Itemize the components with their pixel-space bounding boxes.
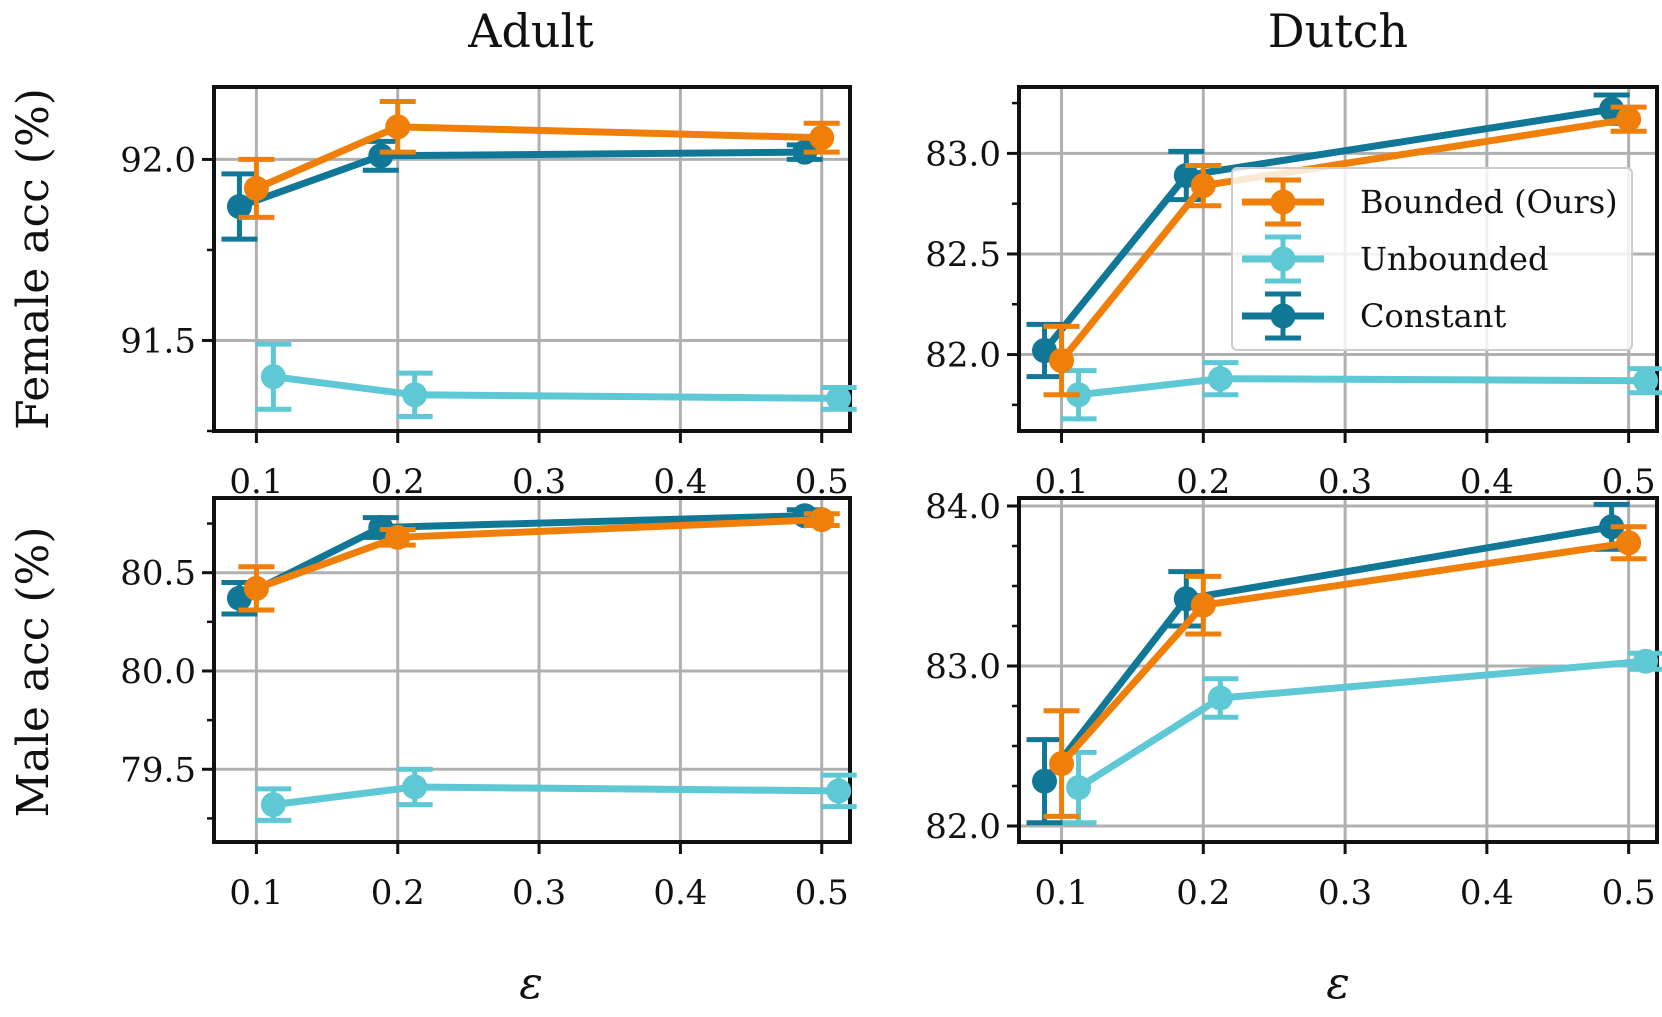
data-point-unbounded [1207, 366, 1233, 392]
series-line-unbounded [1078, 375, 1646, 399]
series-bounded [238, 507, 840, 613]
y-tick-label: 91.5 [120, 321, 196, 361]
series-unbounded [1060, 648, 1662, 826]
series-unbounded [1060, 360, 1662, 422]
x-axis-label-adult: ε [519, 958, 543, 1009]
legend-label-constant: Constant [1360, 297, 1506, 335]
series-line-unbounded [272, 783, 839, 809]
series-constant [1026, 501, 1630, 826]
data-point-bounded [1049, 348, 1075, 374]
data-point-unbounded [1207, 685, 1233, 711]
x-tick-label: 0.2 [371, 462, 425, 502]
legend: Bounded (Ours) Unbounded Constant [1231, 167, 1633, 351]
series-unbounded [255, 766, 857, 823]
axes-frame [1017, 85, 1659, 433]
x-tick-label: 0.3 [512, 873, 566, 913]
series-bounded [238, 98, 840, 220]
y-tick-label: 82.5 [925, 235, 1001, 275]
data-point-unbounded [1066, 775, 1092, 801]
data-point-bounded [809, 125, 835, 151]
x-tick-label: 0.4 [653, 873, 707, 913]
x-tick-label: 0.1 [1034, 462, 1088, 502]
x-tick-label: 0.4 [653, 462, 707, 502]
data-point-bounded [385, 114, 411, 140]
row-label-male: Male acc (%) [8, 526, 59, 817]
series-line-unbounded [1076, 657, 1646, 791]
legend-label-unbounded: Unbounded [1360, 240, 1548, 278]
series-constant [221, 138, 823, 242]
series-line-constant [1041, 523, 1613, 784]
y-tick-label: 79.5 [120, 750, 196, 790]
x-tick-label: 0.5 [1602, 462, 1656, 502]
x-tick-label: 0.3 [1318, 873, 1372, 913]
x-axis-label-dutch: ε [1326, 958, 1350, 1009]
legend-label-bounded: Bounded (Ours) [1360, 183, 1618, 221]
series-bounded [1043, 524, 1647, 819]
x-tick-label: 0.1 [229, 462, 283, 502]
data-point-constant [226, 193, 252, 219]
data-point-bounded [1616, 530, 1642, 556]
data-point-bounded [385, 524, 411, 550]
y-tick-label: 83.0 [925, 134, 1001, 174]
panel-adult-female: 0.1 0.2 0.3 0.4 0.5 91.5 92.0 [120, 85, 857, 502]
legend-entry-unbounded: Unbounded [1242, 234, 1548, 284]
x-tick-label: 0.3 [1318, 462, 1372, 502]
y-tick-label: 82.0 [925, 336, 1001, 376]
y-tick-label: 83.0 [925, 647, 1001, 687]
data-point-bounded [1190, 592, 1216, 618]
panel-adult-male: 0.1 0.2 0.3 0.4 0.5 79.5 80.0 80.5 [120, 496, 857, 913]
column-title-adult: Adult [467, 4, 594, 58]
x-tick-label: 0.4 [1460, 873, 1514, 913]
x-tick-label: 0.1 [1034, 873, 1088, 913]
legend-marker-bounded [1270, 189, 1296, 215]
data-point-unbounded [402, 382, 428, 408]
data-point-constant [368, 143, 394, 169]
x-tick-label: 0.4 [1460, 462, 1514, 502]
data-point-bounded [1049, 751, 1075, 777]
data-point-unbounded [1633, 648, 1659, 674]
y-tick-label: 80.5 [120, 554, 196, 594]
legend-entry-constant: Constant [1242, 291, 1506, 341]
x-tick-label: 0.2 [371, 873, 425, 913]
series-constant [221, 503, 823, 617]
data-point-unbounded [402, 774, 428, 800]
data-point-unbounded [260, 364, 286, 390]
data-point-constant [1032, 768, 1058, 794]
data-point-bounded [243, 575, 269, 601]
data-point-bounded [1616, 106, 1642, 132]
y-tick-label: 82.0 [925, 807, 1001, 847]
x-tick-label: 0.5 [795, 462, 849, 502]
legend-marker-constant [1270, 303, 1296, 329]
x-tick-label: 0.2 [1176, 462, 1230, 502]
column-title-dutch: Dutch [1268, 4, 1408, 58]
series-bounded [1043, 104, 1647, 398]
data-point-unbounded [826, 778, 852, 804]
x-tick-label: 0.2 [1176, 873, 1230, 913]
x-tick-label: 0.5 [1602, 873, 1656, 913]
y-tick-label: 80.0 [120, 652, 196, 692]
panel-dutch-male: 0.1 0.2 0.3 0.4 0.5 82.0 83.0 84.0 [925, 487, 1662, 913]
panel-dutch-female: 0.1 0.2 0.3 0.4 0.5 82.0 82.5 83.0 [925, 85, 1662, 502]
series-line-unbounded [272, 373, 839, 402]
y-tick-label: 92.0 [120, 140, 196, 180]
row-label-female: Female acc (%) [8, 88, 59, 430]
x-tick-label: 0.5 [795, 873, 849, 913]
data-point-bounded [809, 507, 835, 533]
y-tick-label: 84.0 [925, 487, 1001, 527]
series-unbounded [255, 341, 857, 420]
series-line-constant [237, 512, 805, 602]
legend-marker-unbounded [1270, 246, 1296, 272]
legend-entry-bounded: Bounded (Ours) [1242, 177, 1618, 227]
axes-frame [212, 85, 852, 433]
data-point-bounded [1190, 173, 1216, 199]
x-tick-label: 0.3 [512, 462, 566, 502]
data-point-bounded [243, 175, 269, 201]
data-point-unbounded [1633, 368, 1659, 394]
data-point-unbounded [826, 385, 852, 411]
data-point-unbounded [260, 792, 286, 818]
legend-box [1231, 167, 1633, 351]
x-tick-label: 0.1 [229, 873, 283, 913]
